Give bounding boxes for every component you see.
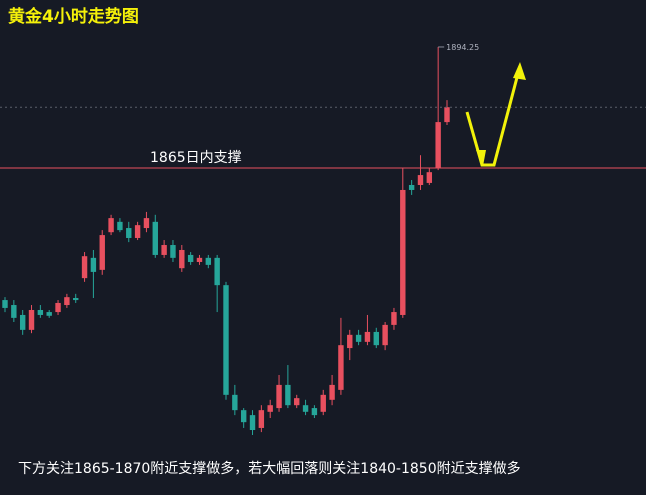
candle-body [400,189,406,315]
candle-body [373,331,379,346]
candle-body [19,314,26,330]
arrow-head-up [513,62,526,80]
candle-body [161,245,167,255]
candle-body [444,107,450,123]
candle-body [338,345,344,390]
candle-body [294,398,300,406]
candle-body [435,122,441,169]
candle-body [55,302,61,313]
candle-body [311,408,318,416]
candle-body [64,297,70,306]
support-label: 1865日内支撑 [150,150,242,166]
candle-body [196,257,203,262]
candle-body [28,309,35,330]
candle-body [46,312,52,316]
arrow-head-down [476,150,486,166]
candle-body [276,384,282,409]
candle-body [205,257,212,265]
candle-body [108,218,114,233]
candle-body [37,309,44,315]
candle-body [249,415,256,431]
arrow-path [465,65,522,167]
candle-body [214,257,220,286]
candle-body [320,394,326,412]
chart-title: 黄金4小时走势图 [8,6,139,27]
footer-note: 下方关注1865-1870附近支撑做多，若大幅回落则关注1840-1850附近支… [18,460,521,477]
candle-body [302,405,309,412]
candle-body [170,245,176,258]
candle-body [364,331,371,342]
candle-body [391,312,397,325]
candle-body [81,256,88,279]
candle-body [143,218,150,229]
candle-body [240,410,247,423]
candle-body [223,285,229,395]
candle-body [187,254,194,262]
candle-body [258,410,265,428]
candle-body [267,405,273,412]
candle-body [408,185,415,190]
candle-body [90,257,97,272]
candle-body [152,221,158,255]
candle-body [285,384,291,406]
candle-body [134,225,141,238]
candle-body [232,394,238,411]
candle-body [73,297,79,301]
candle-body [99,235,105,270]
candle-body [11,305,17,318]
candle-body [417,175,424,186]
candle-body [382,324,388,346]
candle-body [329,384,335,400]
candle-body [2,300,8,308]
max-label: 1894.25 [446,43,479,52]
candle-body [179,249,185,269]
candle-body [347,334,353,349]
candle-body [126,228,132,238]
candle-body [117,221,123,231]
candle-body [355,334,362,342]
candle-body [426,172,433,183]
